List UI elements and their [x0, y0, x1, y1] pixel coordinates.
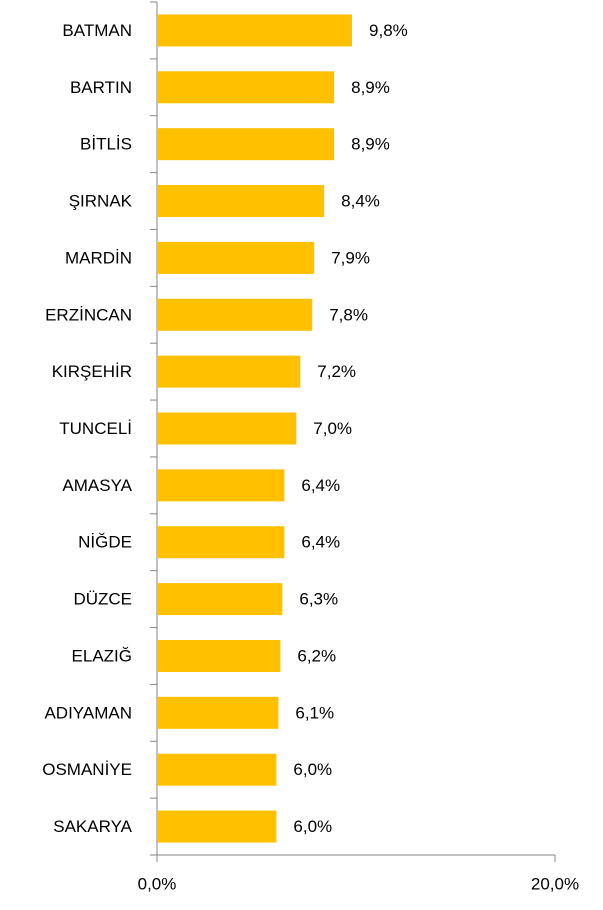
value-label: 6,0%: [293, 817, 332, 836]
bar: [157, 753, 277, 786]
y-tick-label: TUNCELİ: [59, 419, 132, 438]
value-label: 6,2%: [297, 646, 336, 665]
y-tick-label: BİTLİS: [80, 135, 132, 154]
y-tick-label: KIRŞEHİR: [52, 362, 132, 381]
y-tick-label: BARTIN: [70, 78, 132, 97]
y-tick-label: MARDİN: [65, 248, 132, 267]
bar: [157, 14, 353, 47]
bar: [157, 241, 315, 274]
value-label: 6,4%: [301, 533, 340, 552]
bar: [157, 639, 281, 672]
value-label: 8,9%: [351, 78, 390, 97]
value-label: 9,8%: [369, 21, 408, 40]
bar: [157, 583, 283, 616]
bar: [157, 696, 279, 729]
y-tick-label: ELAZIĞ: [72, 646, 132, 665]
x-tick-label: 20,0%: [531, 874, 579, 893]
value-label: 6,4%: [301, 476, 340, 495]
value-label: 6,0%: [293, 760, 332, 779]
value-label: 6,3%: [299, 590, 338, 609]
bar: [157, 469, 285, 502]
value-label: 8,9%: [351, 135, 390, 154]
x-tick-label: 0,0%: [138, 874, 177, 893]
bar: [157, 526, 285, 559]
bar: [157, 71, 335, 104]
value-label: 8,4%: [341, 192, 380, 211]
bar: [157, 298, 313, 331]
y-tick-label: DÜZCE: [73, 590, 132, 609]
bar: [157, 128, 335, 161]
y-tick-label: SAKARYA: [53, 817, 132, 836]
y-tick-label: ŞIRNAK: [69, 192, 133, 211]
value-label: 6,1%: [295, 703, 334, 722]
y-tick-label: OSMANİYE: [42, 760, 132, 779]
y-tick-label: AMASYA: [62, 476, 132, 495]
value-label: 7,8%: [329, 305, 368, 324]
value-label: 7,9%: [331, 248, 370, 267]
bar: [157, 185, 325, 218]
y-tick-label: NİĞDE: [78, 533, 132, 552]
y-tick-label: ERZİNCAN: [45, 305, 132, 324]
bar: [157, 810, 277, 843]
value-label: 7,2%: [317, 362, 356, 381]
y-tick-label: ADIYAMAN: [44, 703, 132, 722]
value-label: 7,0%: [313, 419, 352, 438]
y-tick-label: BATMAN: [62, 21, 132, 40]
bar: [157, 355, 301, 388]
bar: [157, 412, 297, 445]
